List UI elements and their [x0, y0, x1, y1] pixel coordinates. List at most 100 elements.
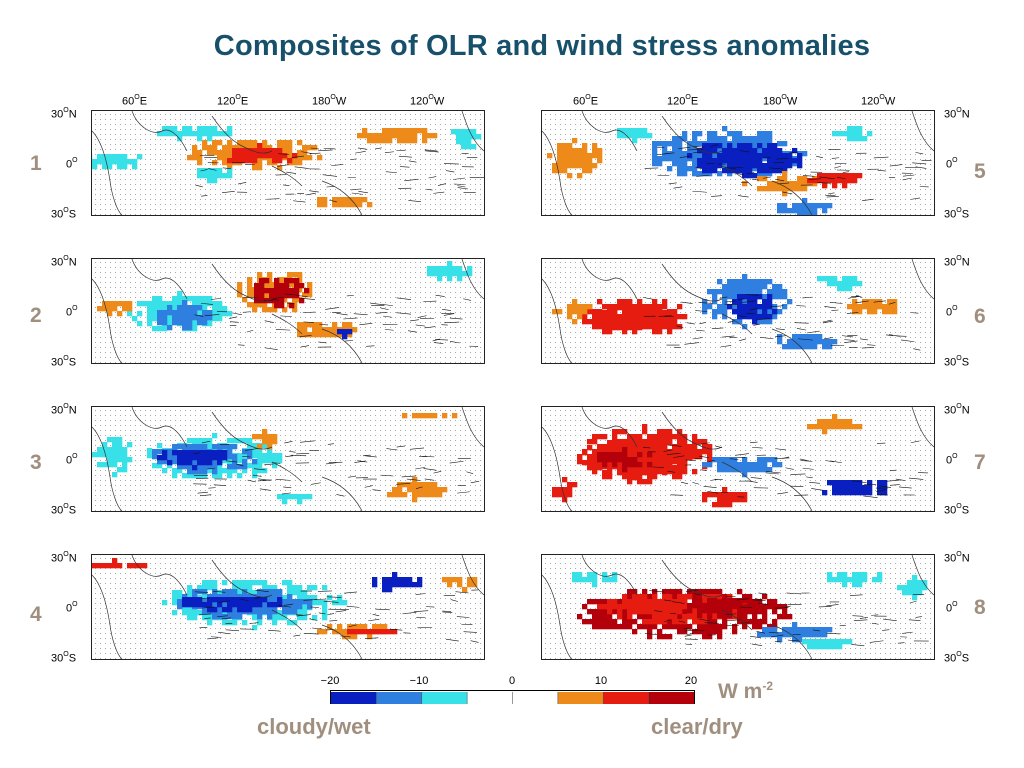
olr-anomaly-cell	[197, 301, 203, 307]
wind-vector	[889, 469, 897, 472]
olr-anomaly-cell	[592, 143, 598, 149]
olr-anomaly-cell	[817, 173, 823, 179]
olr-anomaly-cell	[637, 440, 643, 446]
olr-anomaly-cell	[752, 136, 758, 142]
olr-anomaly-cell	[277, 277, 283, 283]
units-label: W m-2	[718, 679, 773, 703]
olr-anomaly-cell	[597, 460, 603, 466]
olr-anomaly-cell	[622, 320, 628, 326]
olr-anomaly-cell	[167, 463, 173, 469]
olr-anomaly-cell	[752, 289, 758, 295]
olr-anomaly-cell	[597, 324, 603, 330]
olr-anomaly-cell	[207, 620, 213, 626]
olr-anomaly-cell	[647, 594, 653, 600]
olr-anomaly-cell	[467, 577, 473, 583]
olr-anomaly-cell	[442, 413, 448, 419]
wind-vector	[822, 319, 832, 323]
olr-anomaly-cell	[642, 614, 648, 620]
olr-anomaly-cell	[227, 155, 233, 161]
olr-anomaly-cell	[247, 302, 253, 308]
olr-anomaly-cell	[172, 315, 178, 321]
wind-vector	[442, 309, 451, 311]
olr-anomaly-cell	[182, 597, 188, 603]
olr-anomaly-cell	[237, 158, 243, 164]
olr-anomaly-cell	[822, 339, 828, 345]
olr-anomaly-cell	[217, 468, 223, 474]
coastline	[92, 407, 484, 511]
latitude-label: 30OS	[51, 503, 77, 517]
wind-vector	[443, 313, 455, 316]
olr-anomaly-cell	[417, 487, 423, 493]
olr-anomaly-cell	[597, 599, 603, 605]
olr-anomaly-cell	[382, 128, 388, 134]
olr-anomaly-cell	[302, 322, 308, 328]
olr-anomaly-cell	[137, 321, 143, 327]
olr-anomaly-cell	[322, 615, 328, 621]
olr-anomaly-cell	[647, 634, 653, 640]
olr-anomaly-cell	[842, 572, 848, 578]
wind-vector	[323, 600, 339, 603]
olr-anomaly-cell	[587, 153, 593, 159]
olr-anomaly-cell	[627, 320, 633, 326]
olr-anomaly-cell	[247, 282, 253, 288]
olr-anomaly-cell	[222, 458, 228, 464]
olr-anomaly-cell	[392, 128, 398, 134]
olr-anomaly-cell	[682, 151, 688, 157]
olr-anomaly-cell	[737, 309, 743, 315]
olr-anomaly-cell	[742, 497, 748, 503]
wind-vector	[435, 339, 448, 341]
olr-anomaly-cell	[797, 334, 803, 340]
olr-anomaly-cell	[192, 444, 198, 450]
olr-anomaly-cell	[407, 577, 413, 583]
olr-anomaly-cell	[772, 619, 778, 625]
olr-anomaly-cell	[902, 590, 908, 596]
olr-anomaly-cell	[187, 590, 193, 596]
wind-vector	[642, 297, 653, 300]
olr-anomaly-cell	[617, 445, 623, 451]
olr-anomaly-cell	[197, 150, 203, 156]
olr-anomaly-cell	[807, 339, 813, 345]
olr-anomaly-cell	[567, 143, 573, 149]
olr-anomaly-cell	[372, 624, 378, 630]
olr-anomaly-cell	[732, 289, 738, 295]
olr-anomaly-cell	[372, 138, 378, 144]
wind-vector	[200, 169, 208, 172]
olr-anomaly-cell	[567, 304, 573, 310]
olr-anomaly-cell	[622, 599, 628, 605]
wind-vector	[424, 150, 439, 153]
wind-vector	[771, 634, 784, 638]
olr-anomaly-cell	[642, 133, 648, 139]
olr-anomaly-cell	[677, 445, 683, 451]
olr-anomaly-cell	[177, 315, 183, 321]
olr-anomaly-cell	[367, 133, 373, 139]
olr-anomaly-cell	[697, 629, 703, 635]
olr-anomaly-cell	[274, 283, 280, 289]
wind-vector	[221, 617, 231, 620]
olr-anomaly-cell	[732, 462, 738, 468]
olr-anomaly-cell	[247, 277, 253, 283]
olr-anomaly-cell	[617, 465, 623, 471]
olr-anomaly-cell	[837, 419, 843, 425]
olr-anomaly-cell	[687, 624, 693, 630]
wind-vector	[246, 329, 254, 333]
wind-vector	[751, 643, 763, 646]
olr-anomaly-cell	[252, 597, 258, 603]
olr-anomaly-cell	[287, 494, 293, 500]
olr-anomaly-cell	[292, 160, 298, 166]
wind-vector	[457, 491, 470, 494]
olr-anomaly-cell	[442, 271, 448, 277]
olr-anomaly-cell	[852, 572, 858, 578]
olr-anomaly-cell	[597, 445, 603, 451]
olr-anomaly-cell	[222, 160, 228, 166]
wind-vector	[826, 604, 839, 607]
olr-anomaly-cell	[702, 608, 708, 614]
olr-anomaly-cell	[622, 467, 628, 473]
olr-anomaly-cell	[767, 143, 773, 149]
olr-anomaly-cell	[247, 292, 253, 298]
latitude-label: 30OS	[944, 355, 970, 369]
olr-anomaly-cell	[612, 619, 618, 625]
wind-vector	[696, 329, 705, 332]
olr-anomaly-cell	[872, 577, 878, 583]
olr-anomaly-cell	[267, 307, 273, 313]
olr-anomaly-cell	[627, 434, 633, 440]
